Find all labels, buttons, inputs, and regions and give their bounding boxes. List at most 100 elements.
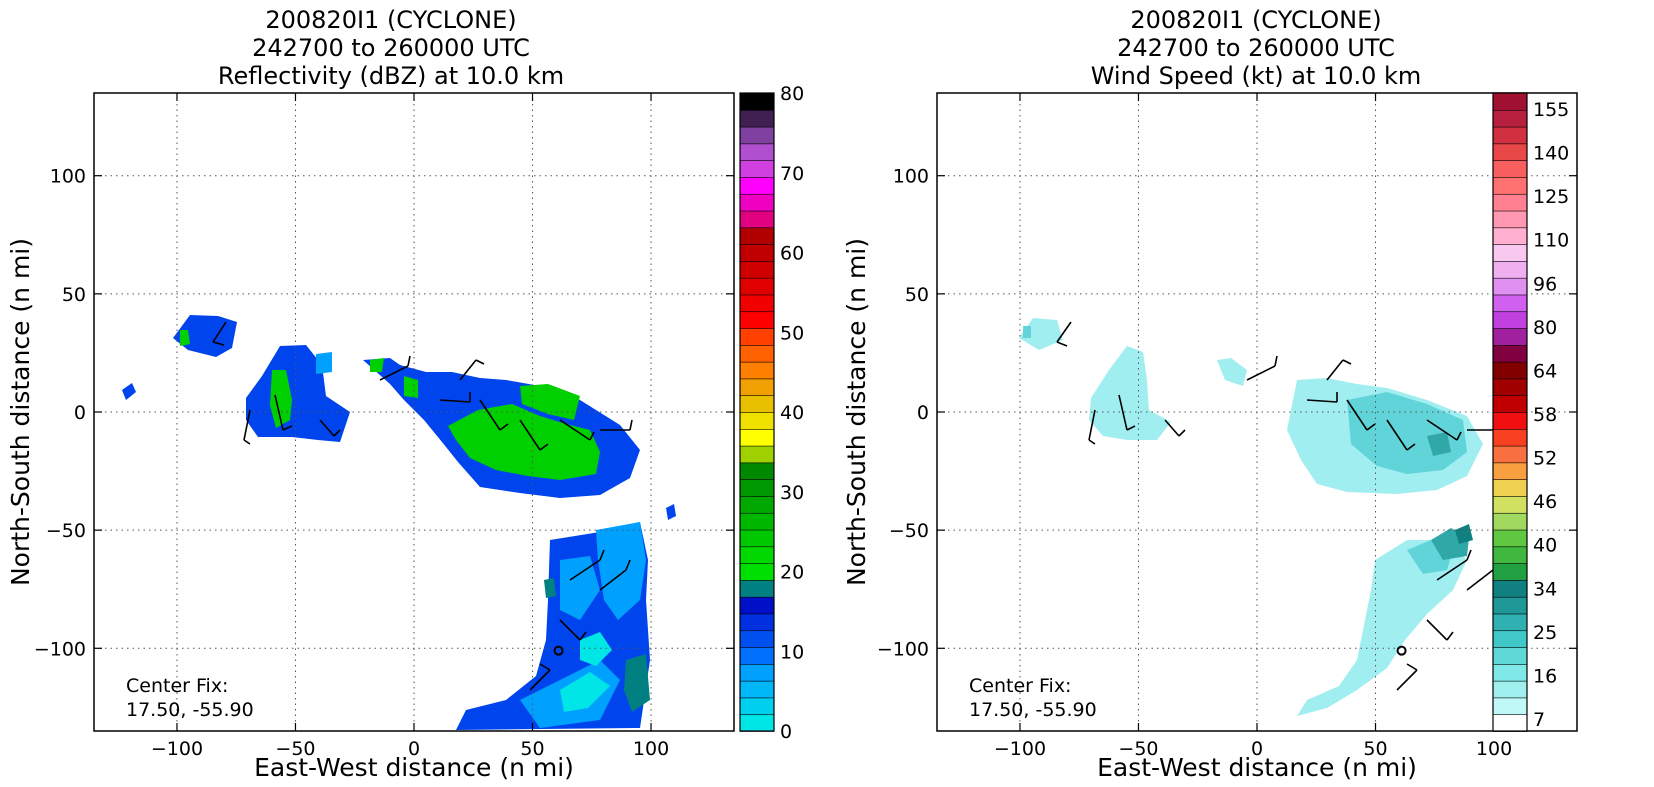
colorbar-swatch xyxy=(1492,344,1528,363)
colorbar-swatch xyxy=(739,310,775,329)
colorbar-swatch xyxy=(739,697,775,716)
colorbar-swatch xyxy=(1492,394,1528,413)
colorbar-tick-label: 80 xyxy=(1533,317,1557,339)
colorbar-tick-label: 25 xyxy=(1533,622,1557,644)
colorbar-frame xyxy=(739,92,775,732)
colorbar-swatch xyxy=(1492,361,1528,380)
colorbar-swatch xyxy=(1492,629,1528,648)
x-tick-label: −50 xyxy=(1118,738,1158,760)
colorbar-swatch xyxy=(739,126,775,145)
plot-area xyxy=(936,92,1578,732)
x-tick-label: 100 xyxy=(633,738,669,760)
colorbar-tick-label: 155 xyxy=(1533,99,1569,121)
colorbar-swatch xyxy=(1492,428,1528,447)
colorbar-swatch xyxy=(739,495,775,514)
colorbar-frame xyxy=(1492,92,1528,732)
colorbar-swatch xyxy=(1492,512,1528,531)
colorbar-swatch xyxy=(1492,713,1528,732)
colorbar-swatch xyxy=(739,210,775,229)
colorbar-swatch xyxy=(1492,478,1528,497)
colorbar-swatch xyxy=(739,646,775,665)
colorbar-swatch xyxy=(1492,277,1528,296)
y-tick-label: 100 xyxy=(50,166,86,188)
x-ticks: −100 −50 0 50 100 xyxy=(151,93,669,760)
center-fix-value: 17.50, -55.90 xyxy=(126,699,254,721)
wind-speed-panel: 200820I1 (CYCLONE) 242700 to 260000 UTC … xyxy=(827,0,1654,787)
colorbar-swatch xyxy=(739,579,775,598)
colorbar-swatch xyxy=(1492,680,1528,699)
colorbar-swatch xyxy=(739,596,775,615)
colorbar-swatch xyxy=(1492,529,1528,548)
colorbar-swatch xyxy=(739,478,775,497)
wind-speed-chart: 200820I1 (CYCLONE) 242700 to 260000 UTC … xyxy=(842,6,1578,782)
colorbar-tick-label: 58 xyxy=(1533,404,1557,426)
y-tick-label: −50 xyxy=(46,520,86,542)
colorbar-swatch xyxy=(1492,646,1528,665)
colorbar-swatch xyxy=(1492,697,1528,716)
wind-barbs xyxy=(212,321,633,691)
x-tick-label: −100 xyxy=(151,738,203,760)
colorbar-tick-label: 50 xyxy=(780,322,804,344)
x-tick-label: −50 xyxy=(275,738,315,760)
colorbar-swatch xyxy=(1492,495,1528,514)
colorbar-swatch xyxy=(1492,227,1528,245)
x-tick-label: 0 xyxy=(1251,738,1263,760)
colorbar-swatch xyxy=(1492,126,1528,145)
y-tick-label: 50 xyxy=(62,284,86,306)
colorbar-swatch xyxy=(1492,210,1528,229)
center-marker xyxy=(553,645,564,656)
y-tick-label: 50 xyxy=(905,284,929,306)
x-tick-label: −100 xyxy=(994,738,1046,760)
colorbar-swatch xyxy=(1492,159,1528,178)
colorbar-tick-label: 10 xyxy=(780,641,804,663)
colorbar-swatch xyxy=(1492,294,1528,313)
colorbar-tick-label: 96 xyxy=(1533,273,1557,295)
colorbar-tick-label: 20 xyxy=(780,562,804,584)
reflectivity-gridlines xyxy=(94,93,734,731)
x-tick-label: 0 xyxy=(408,738,420,760)
colorbar-swatch xyxy=(1492,109,1528,128)
colorbar-swatch xyxy=(739,193,775,212)
colorbar-swatch xyxy=(739,327,775,346)
colorbar-swatch xyxy=(1492,193,1528,212)
colorbar-swatch xyxy=(739,143,775,161)
y-tick-label: −50 xyxy=(889,520,929,542)
chart-title-line-3: Reflectivity (dBZ) at 10.0 km xyxy=(218,62,564,90)
center-fix-value: 17.50, -55.90 xyxy=(969,699,1097,721)
chart-title-line-1: 200820I1 (CYCLONE) xyxy=(265,6,516,34)
x-tick-label: 50 xyxy=(520,738,544,760)
colorbar-swatch xyxy=(739,159,775,178)
colorbar-tick-label: 52 xyxy=(1533,448,1557,470)
colorbar-swatch xyxy=(739,277,775,296)
colorbar-swatch xyxy=(1492,327,1528,346)
colorbar-swatch xyxy=(739,378,775,397)
colorbar-swatch xyxy=(739,445,775,464)
colorbar-swatch xyxy=(739,260,775,279)
colorbar-swatch xyxy=(739,462,775,480)
chart-title-line-3: Wind Speed (kt) at 10.0 km xyxy=(1091,62,1422,90)
colorbar-swatch xyxy=(1492,260,1528,279)
colorbar-swatch xyxy=(1492,445,1528,464)
colorbar-swatch xyxy=(739,529,775,548)
x-tick-label: 100 xyxy=(1476,738,1512,760)
colorbar-swatch xyxy=(1492,176,1528,195)
colorbar-tick-label: 70 xyxy=(780,163,804,185)
colorbar-swatch xyxy=(739,663,775,682)
colorbar-swatch xyxy=(739,361,775,380)
chart-title-line-1: 200820I1 (CYCLONE) xyxy=(1130,6,1381,34)
y-axis-label: North-South distance (n mi) xyxy=(842,238,871,586)
y-tick-label: 0 xyxy=(74,402,86,424)
colorbar-swatch xyxy=(1492,378,1528,397)
colorbar-swatch xyxy=(1492,143,1528,161)
colorbar-swatch xyxy=(1492,562,1528,581)
colorbar-swatch xyxy=(1492,310,1528,329)
colorbar-tick-label: 46 xyxy=(1533,491,1557,513)
colorbar-tick-label: 80 xyxy=(780,83,804,105)
colorbar-tick-label: 7 xyxy=(1533,709,1545,731)
colorbar-tick-label: 125 xyxy=(1533,186,1569,208)
colorbar-swatch xyxy=(739,562,775,581)
colorbar-swatch xyxy=(1492,613,1528,632)
colorbar-swatch xyxy=(1492,243,1528,262)
chart-title-line-2: 242700 to 260000 UTC xyxy=(252,34,530,62)
colorbar-swatch xyxy=(739,546,775,564)
